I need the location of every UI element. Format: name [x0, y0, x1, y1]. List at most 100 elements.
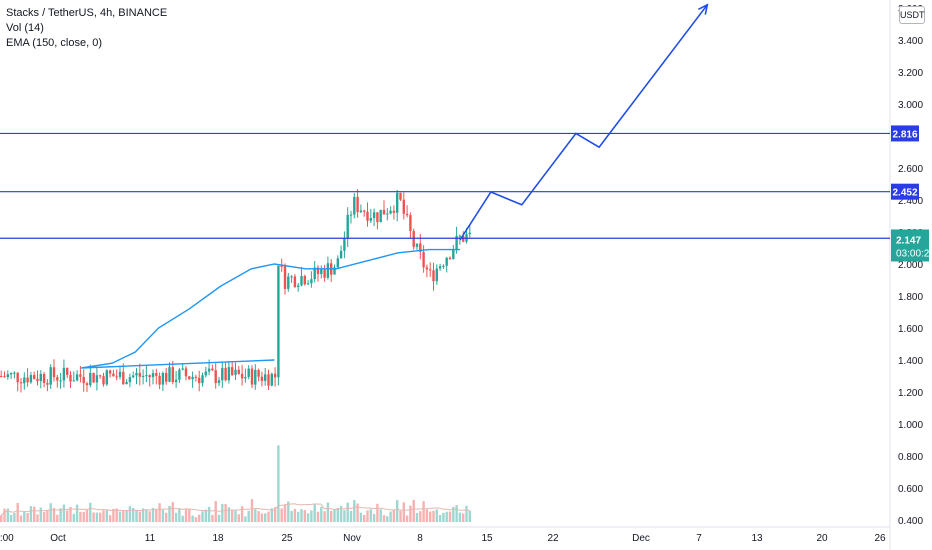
candle-body — [151, 373, 155, 378]
candle-body — [264, 374, 267, 381]
chart-legend: Stacks / TetherUS, 4h, BINANCE Vol (14) … — [6, 6, 167, 51]
time-axis[interactable]: 4:00 Oct 11 18 25 Nov 8 15 22 Dec 7 13 20 26 — [0, 533, 886, 544]
candle-body — [122, 371, 125, 385]
volume-bar — [16, 502, 19, 522]
volume-bar — [257, 511, 260, 522]
volume-bar — [290, 510, 293, 522]
volume-bar — [79, 511, 82, 522]
candle-body — [313, 267, 316, 280]
ema-line — [81, 248, 460, 369]
candle-body — [188, 376, 191, 380]
candle-body — [287, 276, 290, 289]
candle-body — [231, 367, 234, 375]
volume-bar — [267, 511, 270, 522]
candle-body — [198, 377, 201, 384]
currency-button[interactable]: USDT — [899, 6, 925, 24]
volume-bar — [75, 504, 79, 522]
candle-body — [95, 375, 99, 383]
candle-body — [221, 367, 224, 381]
candle-body — [429, 269, 432, 271]
candle-body — [165, 372, 168, 382]
candle-body — [326, 263, 330, 278]
candle-body — [92, 372, 95, 383]
volume-bar — [280, 508, 283, 522]
candle-body — [3, 376, 6, 378]
price-tick-label: 3.400 — [898, 36, 923, 47]
candle-body — [237, 369, 240, 374]
candle-body — [52, 367, 56, 378]
volume-bar — [161, 509, 165, 522]
candle-body — [320, 269, 323, 275]
time-tick-label: 11 — [145, 533, 156, 544]
time-tick-label: 4:00 — [0, 533, 14, 544]
volume-bar — [336, 507, 339, 522]
volume-bar — [85, 509, 89, 522]
candle-body — [267, 374, 270, 386]
volume-bar — [462, 513, 465, 522]
candle-body — [379, 209, 382, 223]
volume-bar — [227, 507, 231, 522]
volume-bar — [118, 511, 122, 522]
candle-body — [201, 375, 204, 384]
volume-bar — [356, 503, 359, 522]
volume-bar — [52, 508, 56, 522]
volume-bar — [221, 503, 224, 522]
volume-bar — [425, 509, 429, 522]
price-axis[interactable]: 0.400 0.600 0.800 1.000 1.200 1.400 1.600 1.800… — [898, 4, 923, 527]
price-tick-label: 2.000 — [898, 260, 923, 271]
volume-bar — [363, 514, 366, 522]
candle-body — [39, 374, 42, 382]
volume-bar — [9, 514, 13, 522]
current-price-tag — [891, 229, 929, 262]
price-tick-label: 2.400 — [898, 196, 923, 207]
volume-bar — [122, 510, 125, 522]
volume-bar — [316, 511, 320, 522]
volume-bars — [0, 445, 471, 522]
candle-body — [207, 368, 211, 372]
candle-body — [349, 214, 353, 216]
current-price-label: 2.147 — [896, 235, 921, 246]
volume-bar — [138, 511, 141, 522]
volume-bar — [448, 511, 452, 522]
level-tag — [891, 183, 919, 200]
volume-bar — [207, 506, 211, 522]
projection-arrowhead — [698, 3, 709, 15]
ema-indicator-label[interactable]: EMA (150, close, 0) — [6, 37, 102, 49]
volume-bar — [438, 515, 442, 522]
volume-bar — [465, 505, 468, 522]
price-tick-label: 1.600 — [898, 324, 923, 335]
volume-ma-line — [0, 503, 470, 516]
candle-body — [224, 367, 227, 381]
price-tick-label: 0.400 — [898, 516, 923, 527]
candle-body — [118, 371, 122, 377]
candle-body — [102, 376, 105, 385]
time-tick-label: 13 — [751, 533, 763, 544]
candle-body — [323, 269, 326, 278]
price-tick-label: 2.600 — [898, 164, 923, 175]
candle-body — [135, 372, 138, 376]
candle-body — [79, 374, 82, 377]
price-tick-label: 3.200 — [898, 68, 923, 79]
volume-bar — [247, 510, 250, 522]
price-tick-label: 0.800 — [898, 452, 923, 463]
volume-bar — [201, 511, 204, 522]
volume-bar — [171, 502, 174, 522]
symbol-title[interactable]: Stacks / TetherUS, 4h, BINANCE — [6, 7, 168, 19]
volume-bar — [3, 508, 6, 522]
candle-body — [402, 199, 405, 214]
candle-body — [283, 266, 287, 289]
candle-body — [409, 215, 412, 232]
candle-body — [336, 258, 339, 268]
candle-body — [448, 257, 452, 259]
candle-body — [89, 372, 92, 386]
candle-body — [26, 377, 29, 383]
candle-body — [405, 213, 409, 216]
candle-body — [204, 371, 207, 376]
volume-bar — [346, 502, 349, 522]
candle-body — [422, 251, 425, 268]
volume-indicator-label[interactable]: Vol (14) — [6, 22, 44, 34]
volume-bar — [389, 511, 392, 522]
volume-bar — [422, 501, 425, 522]
volume-bar — [333, 509, 336, 522]
